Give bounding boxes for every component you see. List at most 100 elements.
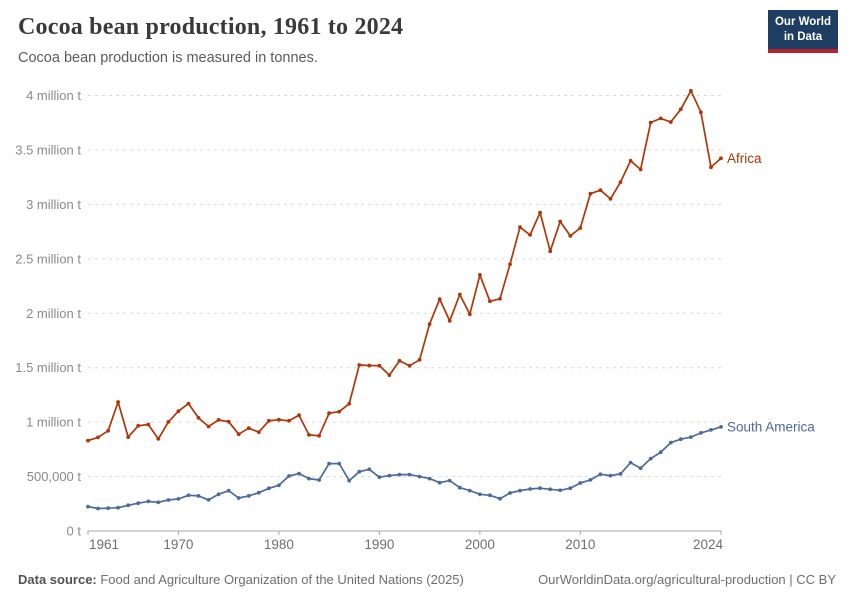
data-point: [568, 234, 573, 238]
data-point: [508, 491, 512, 495]
data-point: [317, 433, 321, 438]
data-point: [658, 116, 663, 121]
footer-link[interactable]: OurWorldinData.org/agricultural-producti…: [538, 572, 836, 587]
data-point: [367, 363, 372, 368]
x-tick-label: 2000: [465, 537, 495, 552]
data-point: [638, 167, 643, 172]
owid-logo-line1: Our World: [774, 16, 831, 28]
x-tick-label: 1961: [89, 537, 119, 552]
x-tick-label: 2024: [693, 537, 724, 552]
data-point: [367, 467, 372, 472]
data-point: [196, 494, 201, 498]
data-point: [719, 425, 723, 429]
data-point: [719, 156, 723, 161]
data-point: [628, 158, 633, 163]
data-point: [126, 503, 131, 508]
data-point: [427, 476, 432, 481]
data-point: [256, 490, 261, 495]
chart-subtitle: Cocoa bean production is measured in ton…: [18, 50, 318, 66]
y-tick-label: 3 million t: [26, 197, 81, 212]
data-point: [96, 506, 100, 511]
data-point: [407, 472, 412, 477]
y-tick-label: 2.5 million t: [15, 251, 81, 266]
data-point: [709, 428, 713, 432]
data-point: [226, 488, 231, 493]
series-label-south-america[interactable]: South America: [727, 419, 815, 434]
data-point: [678, 437, 683, 442]
data-point: [96, 435, 100, 440]
y-tick-label: 1.5 million t: [15, 360, 81, 375]
x-tick-label: 1990: [364, 537, 394, 552]
owid-logo-line2: in Data: [783, 30, 823, 43]
data-point: [699, 431, 703, 435]
data-source: Data source: Food and Agriculture Organi…: [18, 572, 464, 587]
data-point: [287, 418, 291, 423]
data-point: [699, 110, 703, 115]
series-line-south-america: [87, 426, 722, 510]
data-point: [437, 297, 442, 301]
data-point: [498, 496, 502, 501]
data-point: [146, 499, 151, 504]
series-label-africa[interactable]: Africa: [727, 151, 762, 166]
data-point: [156, 437, 161, 441]
data-point: [387, 373, 392, 377]
data-point: [668, 440, 673, 445]
data-point: [498, 296, 502, 301]
data-point: [347, 478, 352, 483]
data-point: [618, 180, 623, 185]
data-point: [236, 432, 241, 437]
data-point: [277, 483, 281, 488]
data-point: [307, 476, 311, 481]
data-point: [166, 498, 171, 502]
data-point: [538, 210, 542, 215]
data-point: [146, 422, 151, 427]
data-point: [568, 486, 573, 491]
chart-footer: Data source: Food and Agriculture Organi…: [18, 572, 836, 587]
data-point: [478, 492, 482, 497]
data-point: [86, 504, 90, 509]
data-point: [377, 475, 382, 480]
data-point: [377, 363, 382, 368]
data-point: [297, 413, 301, 418]
data-point: [678, 107, 683, 112]
data-point: [447, 319, 452, 323]
data-point: [116, 400, 120, 404]
data-point: [206, 498, 211, 502]
data-point: [578, 481, 583, 485]
y-tick-label: 3.5 million t: [15, 142, 81, 157]
data-point: [246, 494, 251, 498]
series-markers-south-america: [86, 425, 723, 511]
y-tick-label: 4 million t: [26, 88, 81, 103]
data-source-text: Food and Agriculture Organization of the…: [96, 572, 464, 587]
data-point: [508, 262, 512, 267]
data-point: [709, 165, 713, 170]
data-point: [528, 233, 532, 237]
data-point: [548, 249, 553, 254]
x-tick-label: 2010: [565, 537, 595, 552]
data-point: [126, 435, 131, 439]
data-point: [186, 493, 191, 498]
data-point: [558, 488, 563, 493]
data-point: [608, 197, 613, 201]
data-point: [608, 473, 613, 478]
data-source-label: Data source:: [18, 572, 97, 587]
owid-logo[interactable]: Our World in Data: [767, 10, 838, 53]
data-point: [417, 474, 422, 479]
data-point: [598, 472, 603, 477]
series-line-africa: [87, 89, 722, 442]
data-point: [407, 363, 412, 368]
data-point: [196, 416, 201, 420]
data-point: [106, 506, 110, 511]
data-point: [528, 487, 532, 491]
data-point: [277, 417, 281, 422]
data-point: [598, 188, 603, 193]
data-point: [588, 478, 593, 482]
y-tick-label: 2 million t: [26, 306, 81, 321]
data-point: [317, 478, 321, 482]
data-point: [136, 501, 141, 506]
data-point: [689, 435, 693, 439]
data-point: [387, 473, 392, 478]
data-point: [256, 430, 261, 434]
data-point: [548, 487, 553, 492]
